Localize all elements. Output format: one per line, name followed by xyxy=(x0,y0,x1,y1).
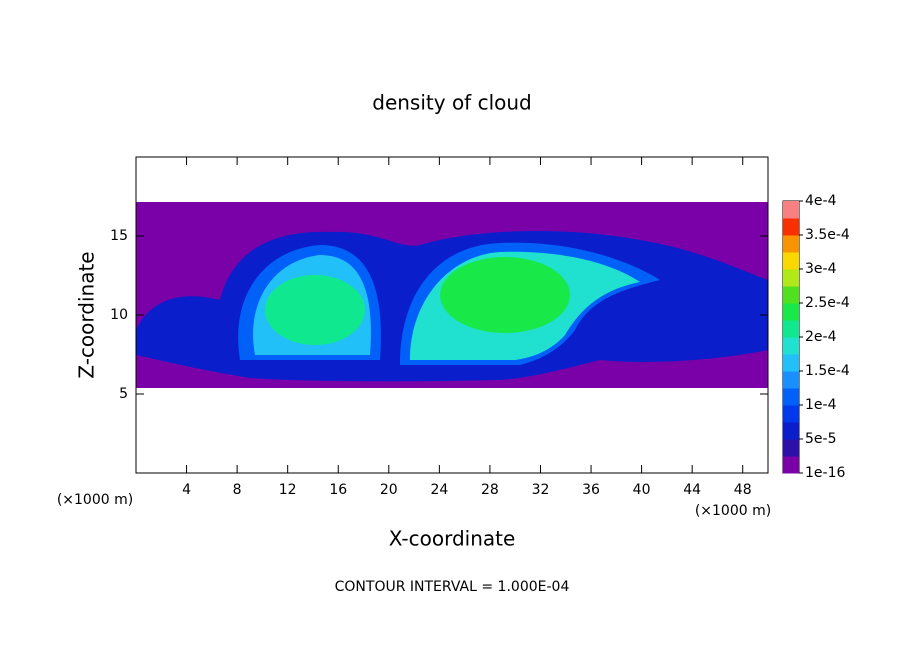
colorbar-band xyxy=(783,439,799,457)
colorbar-band xyxy=(783,218,799,236)
colorbar-band xyxy=(783,269,799,287)
y-tick-label: 15 xyxy=(110,228,128,244)
field-green xyxy=(265,275,365,345)
colorbar-band xyxy=(783,252,799,270)
colorbar-band xyxy=(783,235,799,253)
colorbar-label: 1.5e-4 xyxy=(805,363,850,379)
y-axis-label: Z-coordinate xyxy=(75,251,99,378)
x-tick-label: 28 xyxy=(481,482,499,498)
colorbar-band xyxy=(783,337,799,355)
colorbar-label: 4e-4 xyxy=(805,193,837,209)
chart-title: density of cloud xyxy=(372,91,531,115)
y-tick-label: 5 xyxy=(119,386,128,402)
colorbar-label: 1e-4 xyxy=(805,397,837,413)
colorbar-band xyxy=(783,456,799,474)
colorbar-band xyxy=(783,320,799,338)
x-tick-label: 8 xyxy=(233,482,242,498)
x-tick-label: 32 xyxy=(532,482,550,498)
colorbar-label: 2.5e-4 xyxy=(805,295,850,311)
colorbar-band xyxy=(783,354,799,372)
x-tick-label: 48 xyxy=(734,482,752,498)
x-axis-label: X-coordinate xyxy=(389,527,516,551)
x-tick-label: 20 xyxy=(380,482,398,498)
colorbar-band xyxy=(783,405,799,423)
colorbar-label: 3.5e-4 xyxy=(805,227,850,243)
x-tick-label: 12 xyxy=(279,482,297,498)
y-tick-label: 10 xyxy=(110,307,128,323)
x-tick-label: 24 xyxy=(430,482,448,498)
colorbar-band xyxy=(783,422,799,440)
field-green xyxy=(440,257,570,333)
colorbar-band xyxy=(783,201,799,219)
colorbar-label: 1e-16 xyxy=(805,465,845,481)
x-unit: (×1000 m) xyxy=(57,492,133,508)
colorbar-band xyxy=(783,303,799,321)
colorbar-band xyxy=(783,388,799,406)
x-tick-label: 4 xyxy=(182,482,191,498)
x-tick-label: 36 xyxy=(582,482,600,498)
footer: CONTOUR INTERVAL = 1.000E-04 xyxy=(335,579,570,595)
colorbar-band xyxy=(783,286,799,304)
x-tick-label: 40 xyxy=(633,482,651,498)
colorbar-band xyxy=(783,371,799,389)
x-unit: (×1000 m) xyxy=(695,503,771,519)
colorbar-label: 5e-5 xyxy=(805,431,836,447)
contour-field xyxy=(136,202,768,388)
x-tick-label: 44 xyxy=(683,482,701,498)
x-tick-label: 16 xyxy=(329,482,347,498)
colorbar-label: 2e-4 xyxy=(805,329,837,345)
colorbar-label: 3e-4 xyxy=(805,261,837,277)
